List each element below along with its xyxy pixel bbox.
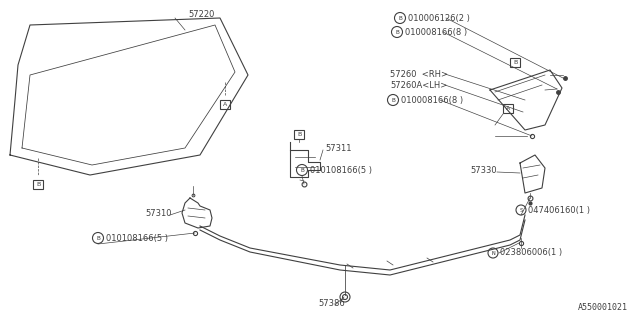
Text: 047406160(1 ): 047406160(1 ) <box>528 205 590 214</box>
Bar <box>33 180 43 188</box>
Text: 010006126(2 ): 010006126(2 ) <box>408 13 470 22</box>
Bar <box>294 130 304 139</box>
Text: 010008166(8 ): 010008166(8 ) <box>405 28 467 36</box>
Text: 57260A<LH>: 57260A<LH> <box>390 81 447 90</box>
Text: N: N <box>491 251 495 255</box>
Text: 57386: 57386 <box>318 299 345 308</box>
Bar <box>510 58 520 67</box>
Text: A550001021: A550001021 <box>578 303 628 312</box>
Text: 010008166(8 ): 010008166(8 ) <box>401 95 463 105</box>
Text: B: B <box>300 167 304 172</box>
Text: S: S <box>519 207 523 212</box>
Text: 010108166(5 ): 010108166(5 ) <box>310 165 372 174</box>
Text: B: B <box>96 236 100 241</box>
Text: 010108166(5 ): 010108166(5 ) <box>106 234 168 243</box>
Text: B: B <box>391 98 395 102</box>
Text: B: B <box>513 60 517 65</box>
Text: A: A <box>506 106 510 110</box>
Text: B: B <box>36 181 40 187</box>
Text: B: B <box>297 132 301 137</box>
Text: B: B <box>398 15 402 20</box>
Text: 57220: 57220 <box>188 10 214 19</box>
Text: A: A <box>223 101 227 107</box>
Text: 57311: 57311 <box>325 143 351 153</box>
Text: 023806006(1 ): 023806006(1 ) <box>500 249 562 258</box>
Bar <box>220 100 230 108</box>
Text: 57310: 57310 <box>145 209 172 218</box>
Text: 57260  <RH>: 57260 <RH> <box>390 69 448 78</box>
Text: 57330: 57330 <box>470 165 497 174</box>
Bar <box>503 103 513 113</box>
Text: B: B <box>395 29 399 35</box>
